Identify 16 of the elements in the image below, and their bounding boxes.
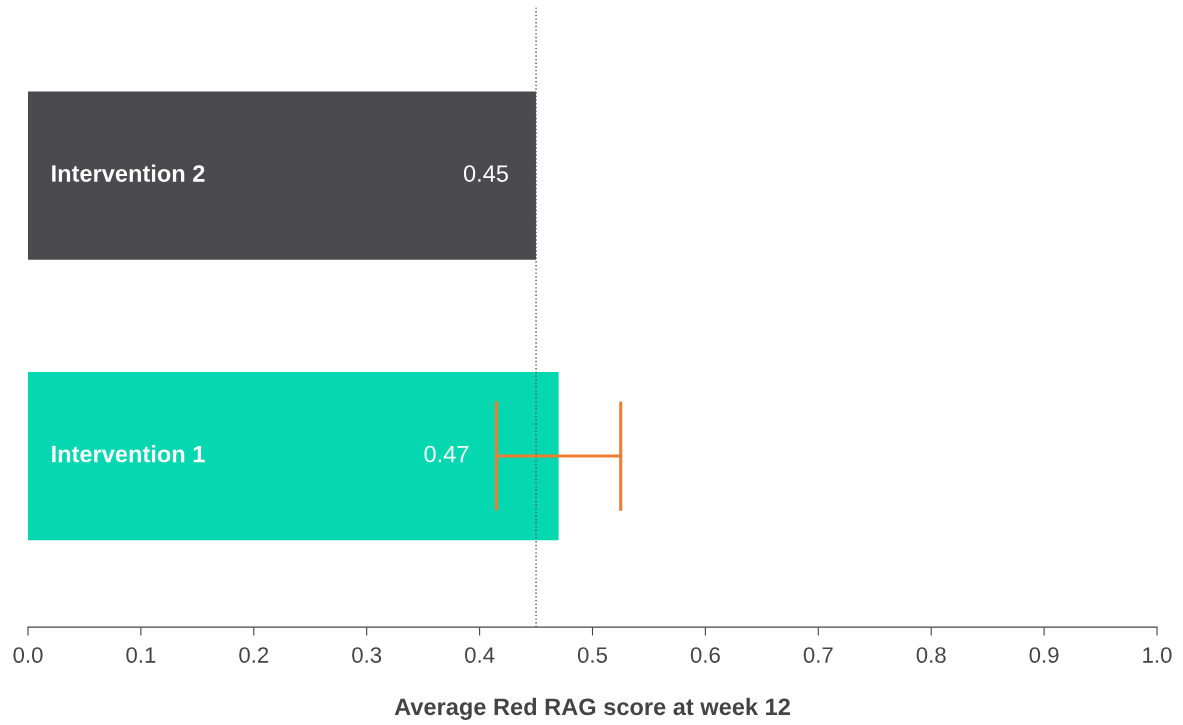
- x-tick-label: 0.0: [13, 647, 43, 663]
- x-tick-label: 1.0: [1143, 647, 1172, 663]
- y-tick-label: Intervention 2: [52, 164, 205, 182]
- x-axis-title: Average Red RAG score at week 12: [394, 697, 790, 720]
- x-tick-label: 0.8: [916, 647, 946, 663]
- x-tick-label: 0.4: [465, 647, 495, 663]
- x-tick-label: 0.9: [1029, 647, 1059, 663]
- x-tick-label: 0.3: [352, 647, 382, 663]
- x-tick-label: 0.2: [239, 647, 269, 663]
- x-tick-label: 0.5: [577, 647, 608, 663]
- y-tick-label: Intervention 1: [52, 445, 205, 463]
- data-label: 0.45: [463, 165, 508, 182]
- x-tick-label: 0.6: [690, 647, 720, 663]
- x-tick-label: 0.1: [126, 647, 156, 663]
- x-tick-label: 0.7: [803, 647, 833, 663]
- data-label: 0.47: [424, 445, 469, 463]
